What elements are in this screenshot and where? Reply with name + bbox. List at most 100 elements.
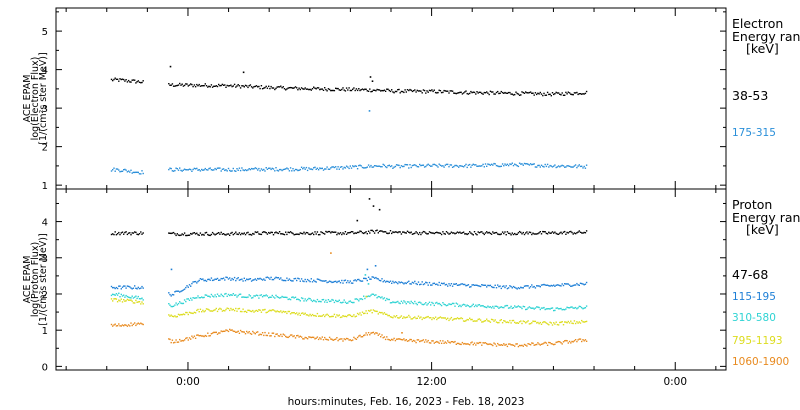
data-point — [345, 337, 348, 340]
panel-frame — [55, 7, 727, 190]
data-point — [384, 231, 387, 233]
data-point — [449, 232, 451, 235]
data-point — [116, 233, 119, 235]
data-point — [172, 85, 175, 87]
data-point — [291, 312, 293, 314]
data-point — [425, 302, 427, 304]
data-point — [331, 281, 333, 284]
data-point — [303, 166, 305, 169]
data-point — [546, 163, 549, 166]
data-point — [188, 299, 191, 301]
data-point — [515, 306, 517, 308]
data-point — [501, 322, 504, 324]
data-point — [298, 312, 300, 314]
data-point — [377, 278, 379, 280]
data-point — [471, 284, 473, 286]
data-point — [127, 232, 130, 234]
data-point — [235, 331, 237, 333]
data-point — [458, 284, 460, 286]
data-point — [238, 167, 241, 169]
data-point — [380, 280, 382, 282]
data-point — [378, 165, 381, 167]
data-point — [113, 286, 115, 289]
data-point — [404, 232, 406, 234]
data-point — [531, 322, 533, 324]
data-point — [136, 81, 138, 83]
data-point — [141, 301, 143, 303]
data-point — [472, 234, 474, 236]
data-point — [259, 233, 261, 235]
data-point — [337, 300, 339, 303]
data-point — [110, 233, 113, 236]
data-point — [564, 166, 566, 168]
data-point — [516, 343, 518, 345]
data-point — [376, 277, 378, 280]
data-point — [528, 164, 531, 166]
data-point — [549, 285, 551, 287]
data-point — [172, 315, 175, 318]
data-point — [264, 295, 266, 297]
data-point — [348, 87, 350, 89]
data-point — [392, 231, 394, 233]
data-point — [192, 312, 194, 315]
data-point — [365, 332, 367, 334]
data-point — [248, 85, 250, 87]
data-point — [427, 163, 429, 165]
data-point — [185, 311, 187, 314]
data-point — [354, 232, 356, 234]
data-point — [430, 304, 432, 306]
data-point — [320, 301, 322, 303]
data-point — [436, 301, 438, 304]
data-point — [137, 286, 139, 289]
data-point — [450, 164, 453, 166]
data-point — [566, 165, 568, 167]
data-point — [211, 310, 214, 312]
data-point — [112, 293, 114, 295]
data-point — [227, 167, 230, 170]
data-point — [183, 299, 186, 301]
data-point — [400, 315, 403, 317]
data-point — [135, 299, 137, 302]
data-point — [464, 233, 466, 235]
data-point — [415, 341, 417, 344]
data-point — [475, 344, 477, 346]
y-tick-label: 4 — [42, 66, 48, 77]
data-point — [499, 92, 501, 94]
data-point — [123, 169, 125, 171]
data-point — [375, 165, 377, 167]
data-point — [430, 317, 432, 319]
data-point — [453, 92, 455, 94]
data-point — [349, 339, 351, 341]
data-point — [417, 315, 420, 317]
data-point — [444, 341, 446, 343]
data-point — [341, 302, 343, 304]
data-point — [207, 332, 209, 334]
data-point — [462, 92, 465, 94]
data-point — [247, 169, 249, 171]
data-point — [546, 323, 549, 325]
data-point — [500, 287, 502, 290]
data-point — [248, 309, 250, 312]
data-point — [263, 294, 265, 297]
data-point — [308, 233, 310, 235]
data-point — [221, 168, 224, 170]
data-point — [130, 169, 132, 171]
data-point — [442, 302, 444, 304]
data-point — [376, 229, 378, 231]
data-point — [533, 320, 535, 323]
data-point — [561, 232, 563, 235]
data-point — [175, 234, 177, 237]
data-point-outlier — [356, 219, 359, 222]
data-point — [510, 93, 512, 95]
data-point — [201, 234, 203, 236]
data-point — [216, 167, 219, 169]
data-point — [499, 285, 501, 287]
data-point — [476, 284, 478, 286]
data-point — [222, 233, 225, 235]
data-point — [527, 163, 529, 165]
data-point — [197, 280, 199, 283]
data-point — [465, 343, 467, 345]
data-point — [297, 314, 299, 316]
data-point — [259, 277, 261, 280]
data-point — [254, 231, 256, 233]
